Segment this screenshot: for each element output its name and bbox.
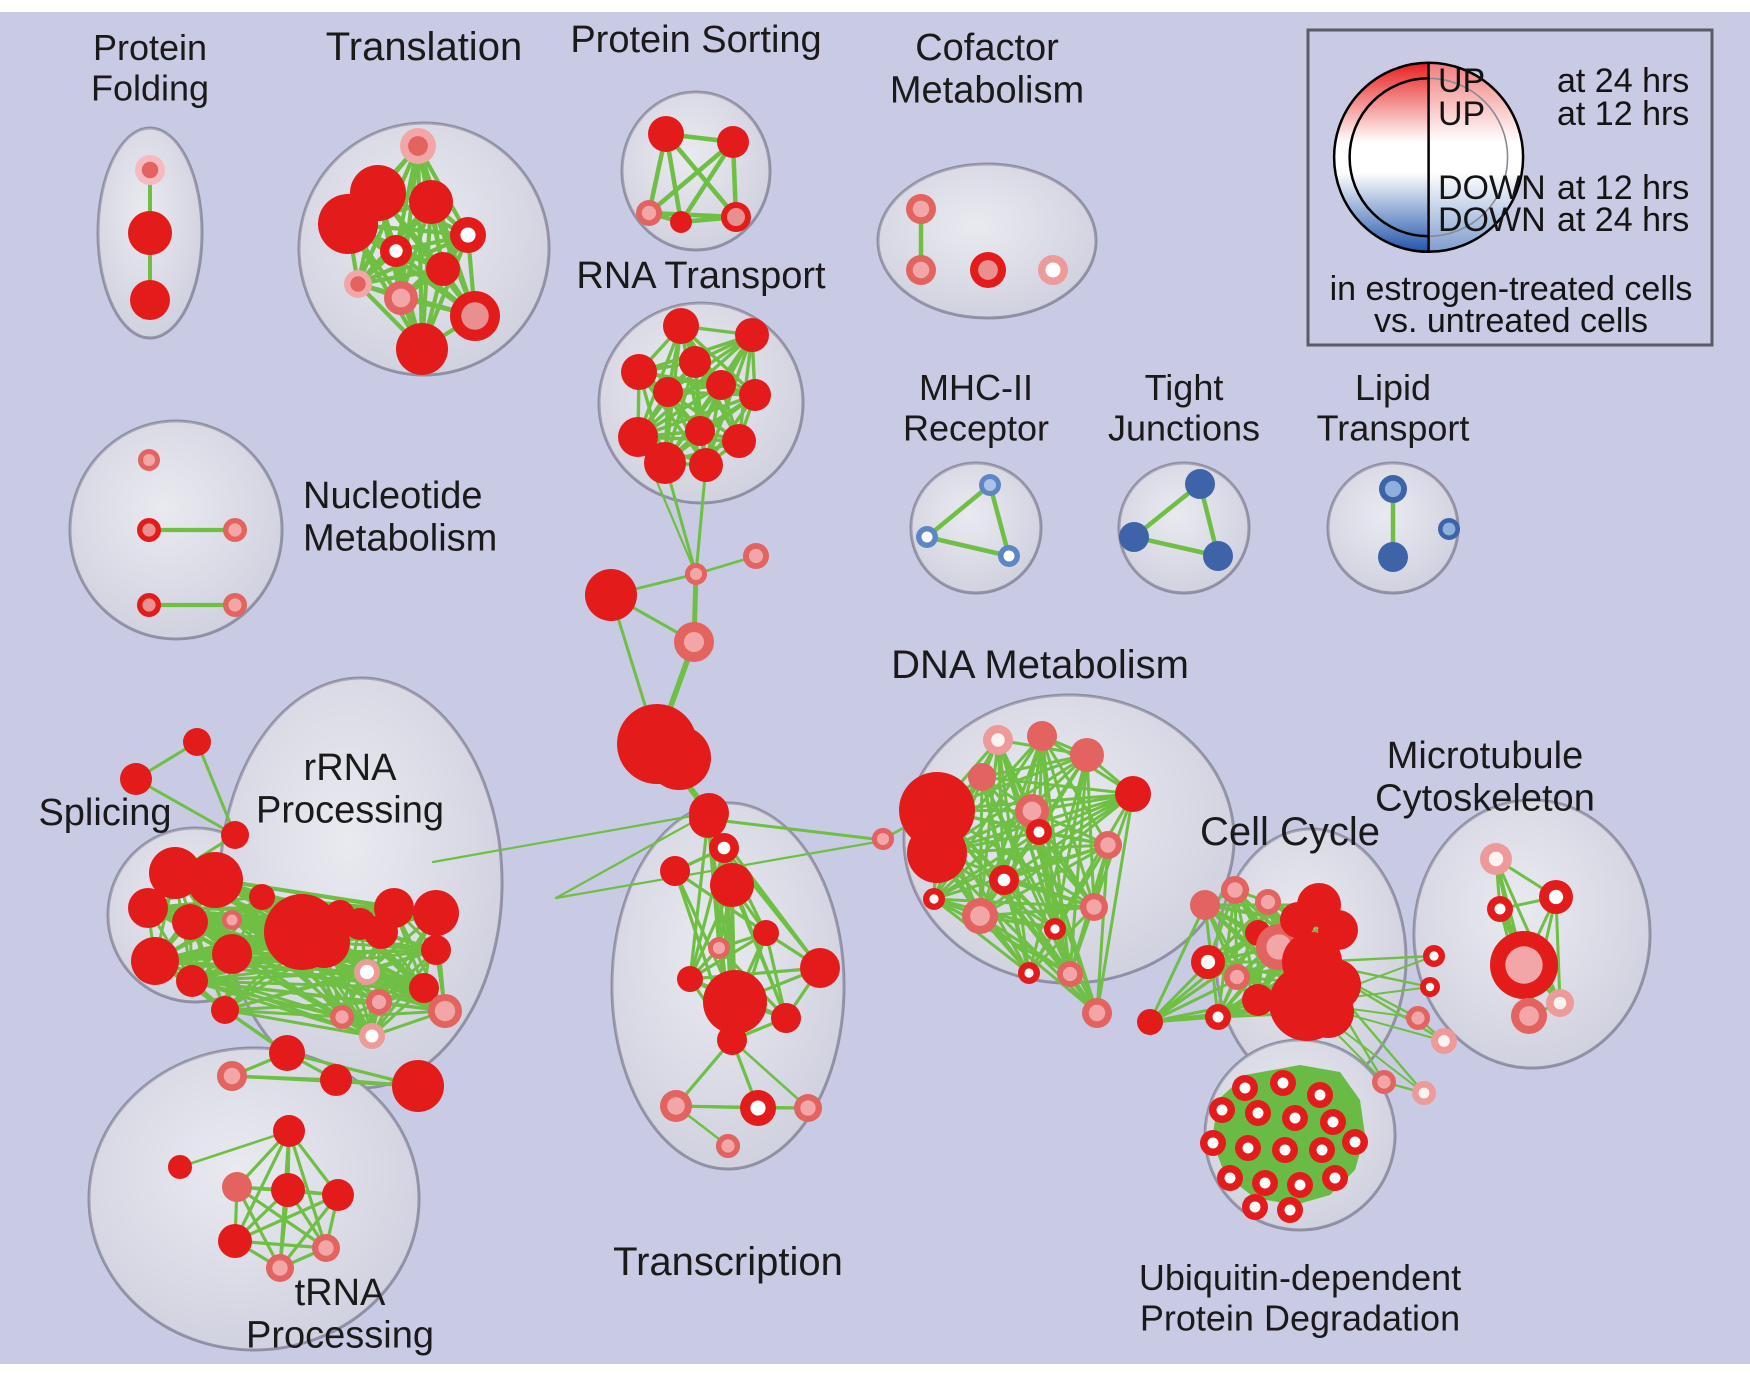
- svg-text:vs. untreated cells: vs. untreated cells: [1374, 302, 1648, 340]
- svg-text:Cell Cycle: Cell Cycle: [1200, 810, 1380, 854]
- svg-text:Translation: Translation: [326, 25, 522, 69]
- svg-text:Splicing: Splicing: [38, 792, 171, 834]
- svg-text:at 12 hrs: at 12 hrs: [1557, 95, 1689, 133]
- svg-text:RNA Transport: RNA Transport: [576, 255, 826, 297]
- svg-text:DNA Metabolism: DNA Metabolism: [891, 643, 1189, 687]
- svg-text:Protein Sorting: Protein Sorting: [570, 19, 821, 61]
- svg-text:UP: UP: [1438, 95, 1485, 133]
- svg-text:Transcription: Transcription: [613, 1240, 843, 1284]
- svg-text:DOWN: DOWN: [1438, 201, 1546, 239]
- svg-text:at 24 hrs: at 24 hrs: [1557, 201, 1689, 239]
